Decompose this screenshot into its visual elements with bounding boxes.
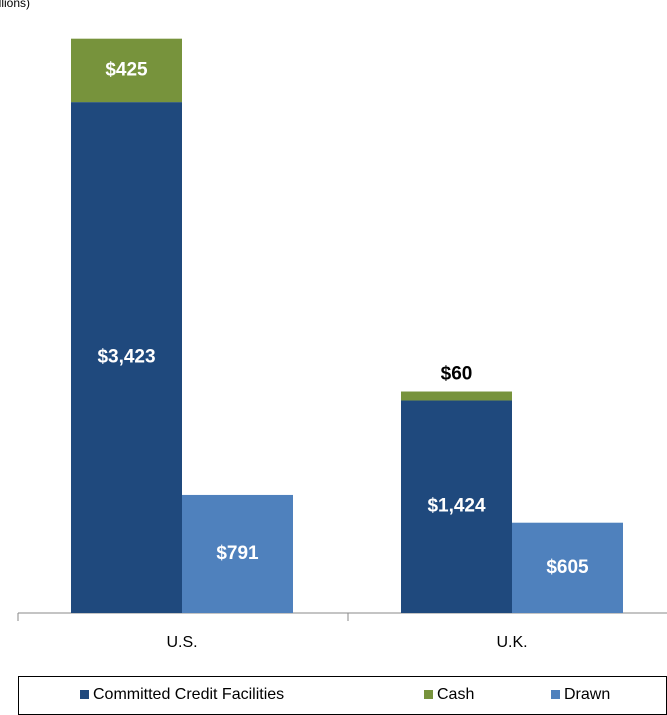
data-label: $425	[105, 59, 148, 80]
legend-label: Drawn	[564, 686, 610, 703]
chart-subtitle: illions)	[0, 0, 30, 10]
bar-segment	[71, 38, 182, 103]
bar-segment	[71, 102, 182, 613]
bar-segment	[512, 522, 623, 613]
bar-segment	[401, 391, 512, 401]
x-tick-label: U.K.	[496, 634, 527, 651]
legend-swatch	[551, 690, 560, 699]
data-label: $791	[216, 543, 259, 564]
bar-segment	[182, 494, 293, 613]
data-label: $1,424	[427, 496, 486, 517]
x-tick-label: U.S.	[166, 634, 197, 651]
legend-label: Cash	[437, 686, 474, 703]
legend-label: Committed Credit Facilities	[93, 686, 284, 703]
legend-swatch	[424, 690, 433, 699]
bar-segment	[401, 400, 512, 613]
data-label: $605	[546, 557, 589, 578]
data-label: $3,423	[97, 347, 155, 368]
legend-swatch	[80, 690, 89, 699]
data-label: $60	[441, 364, 473, 385]
